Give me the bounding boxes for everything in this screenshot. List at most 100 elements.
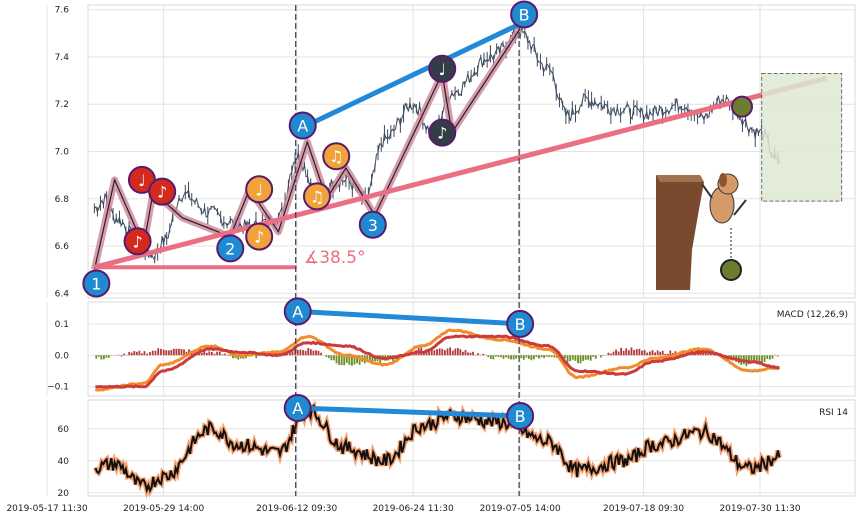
- price-y-tick-label: 7.4: [55, 53, 70, 63]
- note-orange-3-label: ♫: [310, 187, 324, 206]
- macd-histogram-bar: [459, 349, 461, 355]
- macd-histogram-bar: [585, 355, 587, 359]
- macd-histogram-bar: [201, 353, 203, 355]
- macd-histogram-bar: [530, 355, 532, 360]
- macd-histogram-bar: [299, 350, 301, 356]
- note-red-2-label: ♩: [138, 171, 146, 190]
- rsi-y-tick-label: 60: [58, 425, 70, 435]
- macd-histogram-bar: [548, 355, 550, 357]
- macd-histogram-bar: [255, 355, 257, 358]
- macd-histogram-bar: [348, 355, 350, 365]
- macd-histogram-bar: [520, 355, 522, 358]
- macd-histogram-bar: [312, 351, 314, 356]
- note-red-3-label: ♪: [157, 183, 167, 202]
- macd-histogram-bar: [638, 349, 640, 355]
- macd-histogram-bar: [173, 349, 175, 355]
- macd-histogram-bar: [302, 350, 304, 355]
- macd-histogram-bar: [467, 352, 469, 355]
- macd-a-label: A: [292, 302, 303, 321]
- macd-histogram-bar: [462, 352, 464, 356]
- macd-panel-label: MACD (12,26,9): [777, 310, 848, 320]
- macd-histogram-bar: [465, 350, 467, 355]
- macd-histogram-bar: [644, 350, 646, 355]
- macd-histogram-bar: [315, 350, 317, 355]
- price-y-tick-label: 6.8: [55, 195, 70, 205]
- macd-histogram-bar: [444, 350, 446, 355]
- macd-histogram-bar: [318, 351, 320, 355]
- macd-histogram-bar: [111, 355, 113, 356]
- macd-histogram-bar: [492, 355, 494, 359]
- macd-histogram-bar: [503, 355, 505, 359]
- macd-histogram-bar: [592, 355, 594, 357]
- macd-histogram-bar: [307, 348, 309, 355]
- macd-histogram-bar: [569, 355, 571, 361]
- macd-histogram-bar: [631, 347, 633, 355]
- macd-histogram-bar: [341, 355, 343, 365]
- macd-y-tick-label: 0.0: [55, 351, 70, 361]
- macd-histogram-bar: [447, 348, 449, 355]
- macd-histogram-bar: [208, 351, 210, 355]
- macd-histogram-bar: [620, 348, 622, 355]
- price-y-tick-label: 6.6: [55, 242, 70, 252]
- macd-histogram-bar: [433, 350, 435, 355]
- macd-histogram-bar: [662, 351, 664, 355]
- macd-histogram-bar: [564, 355, 566, 358]
- macd-histogram-bar: [106, 355, 108, 357]
- macd-histogram-bar: [229, 355, 231, 356]
- macd-histogram-bar: [165, 350, 167, 355]
- macd-histogram-bar: [567, 355, 569, 362]
- price-y-tick-label: 7.6: [55, 6, 70, 16]
- macd-b-label: B: [515, 315, 526, 334]
- macd-histogram-bar: [528, 355, 530, 359]
- macd-histogram-bar: [764, 355, 766, 362]
- macd-histogram-bar: [330, 355, 332, 360]
- macd-histogram-bar: [669, 350, 671, 355]
- macd-histogram-bar: [623, 351, 625, 355]
- x-tick-label: 2019-07-30 11:30: [719, 504, 800, 514]
- x-tick-label: 2019-06-12 09:30: [256, 504, 337, 514]
- macd-histogram-bar: [613, 352, 615, 356]
- macd-histogram-bar: [551, 355, 553, 357]
- macd-histogram-bar: [149, 352, 151, 355]
- macd-histogram-bar: [495, 355, 497, 356]
- macd-y-tick-label: 0.1: [55, 320, 69, 330]
- macd-histogram-bar: [769, 355, 771, 359]
- macd-histogram-bar: [575, 355, 577, 361]
- macd-histogram-bar: [538, 355, 540, 358]
- macd-histogram-bar: [128, 352, 130, 355]
- macd-histogram-bar: [628, 350, 630, 355]
- macd-histogram-bar: [523, 355, 525, 359]
- macd-histogram-bar: [436, 349, 438, 355]
- macd-histogram-bar: [160, 349, 162, 355]
- macd-histogram-bar: [510, 355, 512, 359]
- macd-histogram-bar: [181, 349, 183, 355]
- macd-histogram-bar: [600, 355, 602, 357]
- macd-histogram-bar: [216, 352, 218, 356]
- rsi-panel-label: RSI 14: [819, 408, 848, 418]
- macd-histogram-bar: [338, 355, 340, 365]
- note-orange-4-label: ♫: [329, 147, 343, 166]
- rsi-y-tick-label: 20: [58, 489, 70, 499]
- macd-histogram-bar: [121, 355, 123, 356]
- macd-histogram-bar: [222, 354, 224, 355]
- macd-histogram-bar: [141, 353, 143, 355]
- macd-histogram-bar: [292, 352, 294, 356]
- macd-histogram-bar: [452, 351, 454, 356]
- macd-histogram-bar: [183, 349, 185, 355]
- macd-histogram-bar: [157, 348, 159, 355]
- macd-histogram-bar: [472, 352, 474, 355]
- macd-histogram-bar: [654, 352, 656, 355]
- macd-histogram-bar: [482, 354, 484, 355]
- macd-histogram-bar: [761, 355, 763, 362]
- macd-histogram-bar: [543, 355, 545, 358]
- macd-histogram-bar: [505, 355, 507, 357]
- price-y-tick-label: 7.0: [55, 148, 70, 158]
- macd-histogram-bar: [553, 355, 555, 357]
- macd-histogram-bar: [646, 353, 648, 356]
- macd-histogram-bar: [636, 349, 638, 355]
- note-dark-1-label: ♩: [438, 60, 446, 79]
- macd-histogram-bar: [580, 355, 582, 363]
- macd-histogram-bar: [587, 355, 589, 359]
- macd-histogram-bar: [325, 355, 327, 357]
